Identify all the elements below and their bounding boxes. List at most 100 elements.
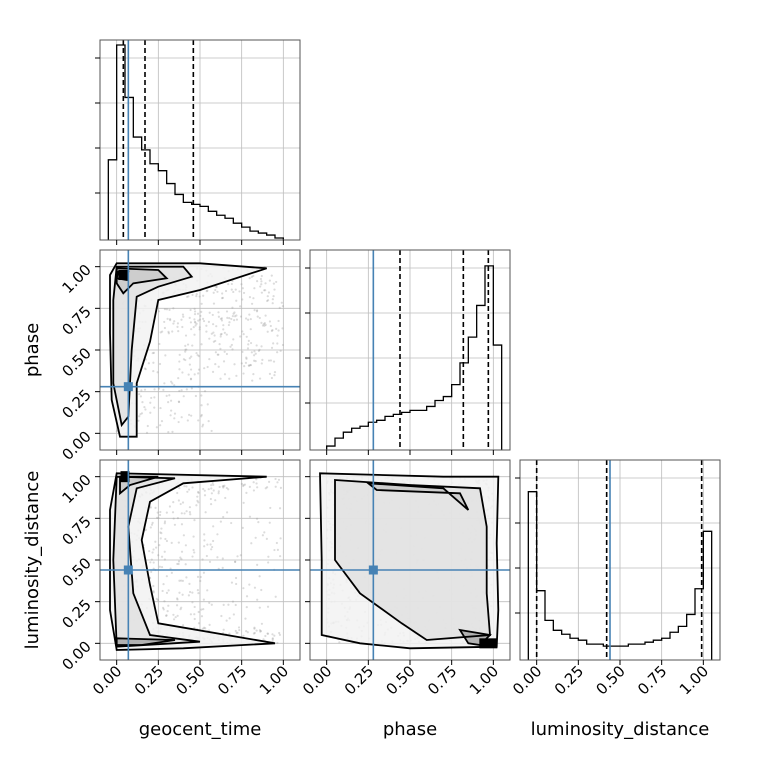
sample-point bbox=[227, 283, 230, 286]
sample-point bbox=[267, 561, 270, 564]
y-axis-label-luminosity_distance: luminosity_distance bbox=[22, 471, 43, 650]
sample-point bbox=[161, 589, 164, 593]
x-axis-label-geocent_time: geocent_time bbox=[139, 719, 262, 740]
sample-point bbox=[215, 285, 218, 288]
sample-point bbox=[139, 395, 142, 398]
sample-point bbox=[238, 290, 241, 293]
sample-point bbox=[233, 319, 236, 322]
sample-point bbox=[201, 558, 204, 561]
x-tick-label: 0.75 bbox=[634, 662, 670, 698]
sample-point bbox=[202, 571, 206, 574]
scatter-geocent_time-vs-luminosity_distance: 0.00 0.25 0.50 0.75 1.000.000.250.500.751.00 bbox=[58, 459, 301, 698]
sample-point bbox=[172, 307, 175, 310]
sample-point bbox=[276, 481, 279, 484]
sample-point bbox=[176, 491, 179, 495]
sample-point bbox=[235, 631, 238, 635]
sample-point bbox=[165, 308, 169, 311]
sample-point bbox=[226, 316, 229, 319]
sample-point bbox=[203, 367, 206, 370]
sample-point bbox=[239, 305, 242, 308]
sample-point bbox=[177, 377, 180, 380]
sample-point bbox=[178, 487, 181, 490]
sample-point bbox=[263, 324, 266, 327]
x-tick-label: 0.50 bbox=[172, 662, 208, 698]
sample-point bbox=[217, 490, 220, 493]
sample-point bbox=[228, 317, 231, 320]
sample-point bbox=[216, 290, 219, 293]
sample-point bbox=[198, 328, 201, 331]
sample-point bbox=[137, 419, 140, 422]
sample-point bbox=[195, 351, 198, 355]
sample-point bbox=[197, 592, 200, 595]
sample-point bbox=[245, 356, 248, 359]
sample-point bbox=[273, 634, 276, 637]
x-axis-label-luminosity_distance: luminosity_distance bbox=[531, 719, 710, 740]
sample-point bbox=[216, 533, 219, 536]
sample-point bbox=[187, 413, 191, 416]
sample-point bbox=[235, 582, 238, 586]
sample-point bbox=[239, 335, 242, 338]
sample-point bbox=[162, 388, 165, 392]
sample-point bbox=[188, 357, 191, 360]
sample-point bbox=[168, 505, 172, 508]
sample-point bbox=[209, 497, 212, 501]
sample-point bbox=[138, 393, 141, 396]
x-tick-label: 0.25 bbox=[341, 662, 377, 698]
sample-point bbox=[199, 579, 202, 583]
sample-point bbox=[212, 340, 215, 343]
sample-point bbox=[209, 543, 212, 546]
sample-point bbox=[191, 555, 194, 558]
sample-point bbox=[188, 511, 191, 514]
sample-point bbox=[231, 306, 234, 309]
sample-point bbox=[162, 608, 165, 611]
sample-point bbox=[235, 374, 238, 377]
sample-point bbox=[150, 396, 153, 400]
sample-point bbox=[263, 321, 266, 325]
sample-point bbox=[197, 622, 201, 625]
sample-point bbox=[161, 606, 165, 609]
scatter-geocent_time-vs-phase: 0.00 0.25 0.50 0.75 1.00 bbox=[58, 249, 301, 464]
sample-point bbox=[180, 523, 184, 526]
sample-point bbox=[157, 554, 160, 557]
sample-point bbox=[194, 394, 197, 398]
sample-point bbox=[242, 484, 245, 488]
density-fill bbox=[120, 476, 159, 494]
sample-point bbox=[158, 565, 161, 568]
contour-line bbox=[115, 270, 130, 282]
sample-point bbox=[198, 326, 201, 329]
sample-point bbox=[165, 614, 168, 617]
sample-point bbox=[271, 638, 274, 641]
sample-point bbox=[200, 310, 203, 313]
sample-point bbox=[165, 511, 168, 514]
sample-point bbox=[208, 311, 211, 314]
sample-point bbox=[263, 531, 266, 534]
sample-point bbox=[170, 571, 173, 574]
sample-point bbox=[179, 502, 182, 506]
sample-point bbox=[230, 343, 233, 347]
sample-point bbox=[225, 511, 229, 514]
sample-point bbox=[241, 350, 244, 354]
sample-point bbox=[189, 613, 192, 616]
sample-point bbox=[214, 363, 217, 366]
sample-point bbox=[246, 631, 249, 634]
x-tick-label: 0.75 bbox=[424, 662, 460, 698]
sample-point bbox=[178, 360, 181, 363]
scatter-phase-vs-luminosity_distance: 0.00 0.25 0.50 0.75 1.00 bbox=[299, 459, 511, 698]
histogram-luminosity_distance: 0.00 0.25 0.50 0.75 1.00 bbox=[509, 459, 721, 698]
sample-point bbox=[254, 360, 257, 363]
x-tick-label: 1.00 bbox=[466, 662, 502, 698]
sample-point bbox=[189, 368, 193, 371]
sample-point bbox=[181, 593, 184, 596]
sample-point bbox=[173, 384, 176, 387]
sample-point bbox=[230, 521, 233, 525]
sample-point bbox=[212, 483, 215, 486]
sample-point bbox=[203, 390, 207, 393]
sample-point bbox=[266, 632, 270, 635]
sample-point bbox=[240, 362, 243, 365]
sample-point bbox=[198, 318, 202, 321]
sample-point bbox=[172, 322, 175, 325]
sample-point bbox=[144, 528, 147, 531]
sample-point bbox=[217, 311, 220, 314]
sample-point bbox=[196, 589, 199, 592]
sample-point bbox=[223, 331, 226, 334]
